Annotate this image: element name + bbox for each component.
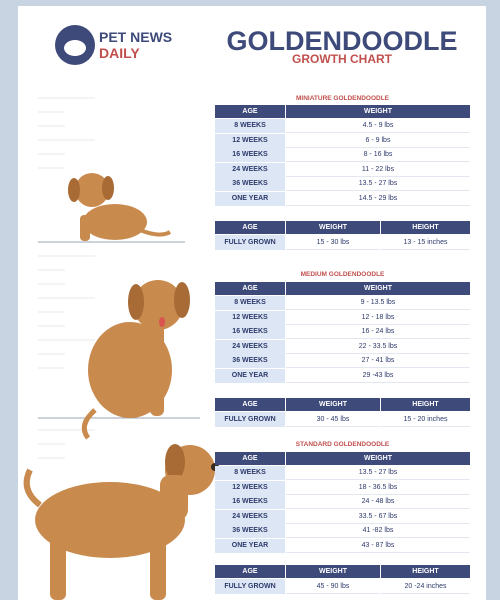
summary-cell: 15 - 30 lbs bbox=[286, 235, 380, 250]
logo-dog bbox=[64, 40, 86, 56]
age-cell: 24 WEEKS bbox=[215, 339, 285, 354]
standard-dog bbox=[23, 444, 219, 600]
age-cell: 12 WEEKS bbox=[215, 133, 285, 148]
title: GOLDENDOODLE bbox=[226, 26, 457, 56]
summary-cell: 20 -24 inches bbox=[381, 579, 470, 594]
age-cell: ONE YEAR bbox=[215, 368, 285, 383]
age-cell: 8 WEEKS bbox=[215, 466, 285, 480]
weight-cell: 13.5 - 27 lbs bbox=[286, 177, 470, 191]
summary-header: AGE bbox=[215, 398, 285, 411]
age-cell: ONE YEAR bbox=[215, 538, 285, 553]
weight-cell: 13.5 - 27 lbs bbox=[286, 466, 470, 480]
weight-cell: 24 - 48 lbs bbox=[286, 495, 470, 509]
summary-cell: 13 - 15 inches bbox=[381, 235, 470, 250]
weight-cell: 4.5 - 9 lbs bbox=[286, 119, 470, 133]
age-cell: 16 WEEKS bbox=[215, 495, 285, 509]
summary-header: WEIGHT bbox=[286, 221, 380, 234]
age-cell: 16 WEEKS bbox=[215, 148, 285, 162]
medium-dog bbox=[81, 280, 190, 440]
mini-dog bbox=[68, 173, 172, 241]
summary-cell: FULLY GROWN bbox=[215, 235, 285, 250]
age-cell: 12 WEEKS bbox=[215, 480, 285, 495]
weight-cell: 11 - 22 lbs bbox=[286, 162, 470, 177]
summary-header: HEIGHT bbox=[381, 398, 470, 411]
summary-header: HEIGHT bbox=[381, 565, 470, 578]
age-cell: 24 WEEKS bbox=[215, 162, 285, 177]
weight-cell: 27 - 41 lbs bbox=[286, 354, 470, 368]
summary-header: HEIGHT bbox=[381, 221, 470, 234]
section-title: MINIATURE GOLDENDOODLE bbox=[295, 95, 390, 102]
weight-cell: 18 - 36.5 lbs bbox=[286, 480, 470, 495]
summary-cell: 30 - 45 lbs bbox=[286, 412, 380, 427]
summary-cell: 45 - 90 lbs bbox=[286, 579, 380, 594]
weight-cell: 8 - 16 lbs bbox=[286, 148, 470, 162]
age-cell: 16 WEEKS bbox=[215, 325, 285, 339]
section-title: MEDIUM GOLDENDOODLE bbox=[300, 271, 385, 278]
weight-cell: 33.5 - 67 lbs bbox=[286, 509, 470, 524]
age-cell: 24 WEEKS bbox=[215, 509, 285, 524]
logo-line2: DAILY bbox=[99, 45, 140, 61]
summary-header: WEIGHT bbox=[286, 398, 380, 411]
age-cell: ONE YEAR bbox=[215, 191, 285, 206]
weight-cell: 6 - 9 lbs bbox=[286, 133, 470, 148]
age-cell: 8 WEEKS bbox=[215, 119, 285, 133]
subtitle: GROWTH CHART bbox=[292, 52, 393, 66]
summary-cell: FULLY GROWN bbox=[215, 412, 285, 427]
table-header: WEIGHT bbox=[286, 105, 470, 118]
weight-cell: 14.5 - 29 lbs bbox=[286, 191, 470, 206]
weight-cell: 16 - 24 lbs bbox=[286, 325, 470, 339]
table-header: AGE bbox=[215, 105, 285, 118]
ruler bbox=[38, 97, 95, 459]
weight-cell: 9 - 13.5 lbs bbox=[286, 296, 470, 310]
summary-cell: FULLY GROWN bbox=[215, 579, 285, 594]
table-header: WEIGHT bbox=[286, 452, 470, 465]
summary-header: WEIGHT bbox=[286, 565, 380, 578]
age-cell: 36 WEEKS bbox=[215, 524, 285, 538]
table-header: WEIGHT bbox=[286, 282, 470, 295]
weight-cell: 12 - 18 lbs bbox=[286, 310, 470, 325]
table-header: AGE bbox=[215, 452, 285, 465]
section-title: STANDARD GOLDENDOODLE bbox=[295, 441, 390, 448]
age-cell: 12 WEEKS bbox=[215, 310, 285, 325]
weight-cell: 29 -43 lbs bbox=[286, 368, 470, 383]
age-cell: 36 WEEKS bbox=[215, 177, 285, 191]
age-cell: 8 WEEKS bbox=[215, 296, 285, 310]
table-header: AGE bbox=[215, 282, 285, 295]
logo-line1: PET NEWS bbox=[99, 29, 172, 45]
summary-header: AGE bbox=[215, 565, 285, 578]
age-cell: 36 WEEKS bbox=[215, 354, 285, 368]
summary-cell: 15 - 20 inches bbox=[381, 412, 470, 427]
weight-cell: 41 -82 lbs bbox=[286, 524, 470, 538]
weight-cell: 43 - 87 lbs bbox=[286, 538, 470, 553]
summary-header: AGE bbox=[215, 221, 285, 234]
weight-cell: 22 - 33.5 lbs bbox=[286, 339, 470, 354]
